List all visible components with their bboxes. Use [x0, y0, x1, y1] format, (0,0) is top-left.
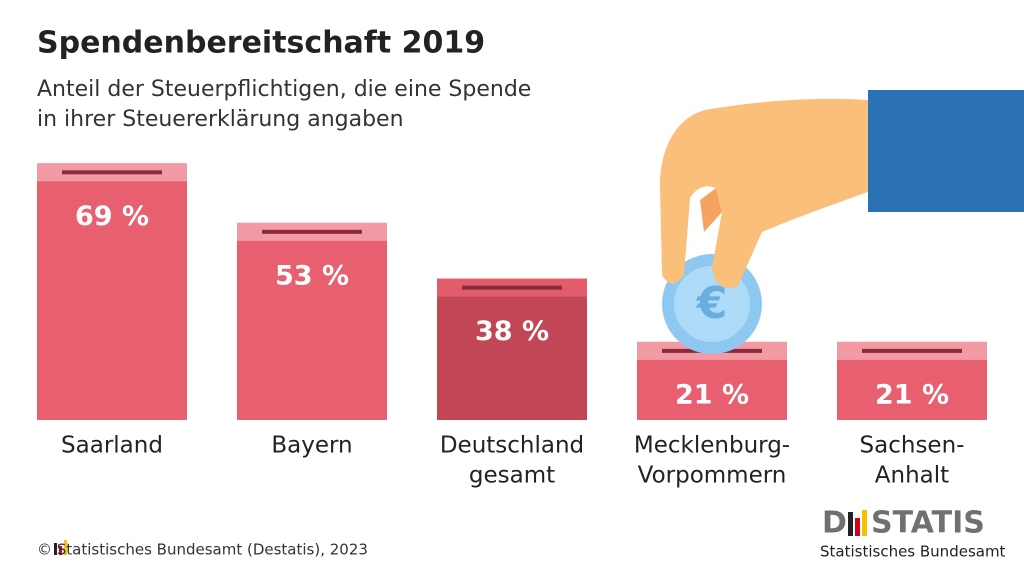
- chart-title: Spendenbereitschaft 2019: [37, 26, 485, 61]
- icon-bar: [59, 546, 62, 555]
- logo: D STATIS Statistisches Bundesamt: [820, 506, 1006, 561]
- icon-bar: [54, 543, 57, 555]
- hand-illustration: €: [660, 90, 1024, 354]
- value-label: 69 %: [75, 201, 149, 232]
- x-tick-label: gesamt: [469, 463, 555, 489]
- source-text: © Statistisches Bundesamt (Destatis), 20…: [37, 541, 368, 559]
- subtitle: in ihrer Steuererklärung angaben: [37, 107, 404, 132]
- x-tick-label: Vorpommern: [638, 463, 787, 489]
- x-tick-label: Anhalt: [875, 463, 949, 489]
- logo-bar: [855, 518, 860, 536]
- bar-slot: [62, 170, 162, 175]
- subtitle: Anteil der Steuerpflichtigen, die eine S…: [37, 77, 531, 102]
- value-label: 38 %: [475, 316, 549, 347]
- logo-left: D: [822, 506, 847, 541]
- source: © Statistisches Bundesamt (Destatis), 20…: [37, 540, 368, 559]
- value-label: 21 %: [675, 379, 749, 410]
- bar: [437, 278, 587, 420]
- logo-bar: [862, 510, 867, 536]
- hand-shadow: [700, 188, 722, 232]
- value-label: 53 %: [275, 260, 349, 291]
- bar: [37, 163, 187, 420]
- icon-bar: [64, 540, 67, 555]
- logo-right: STATIS: [871, 506, 985, 541]
- x-tick-label: Bayern: [271, 433, 352, 459]
- x-tick-label: Mecklenburg-: [634, 433, 790, 459]
- logo-bar: [848, 512, 853, 536]
- value-label: 21 %: [875, 379, 949, 410]
- bar-slot: [862, 348, 962, 353]
- coin-symbol: €: [696, 278, 728, 329]
- x-tick-label: Saarland: [61, 433, 163, 459]
- logo-sub: Statistisches Bundesamt: [820, 543, 1006, 561]
- sleeve: [868, 90, 1024, 212]
- bar-slot: [262, 229, 362, 234]
- bar-slot: [462, 285, 562, 290]
- x-tick-label: Deutschland: [440, 433, 584, 459]
- hand: [660, 98, 868, 288]
- bar: [237, 222, 387, 420]
- x-tick-label: Sachsen-: [860, 433, 965, 459]
